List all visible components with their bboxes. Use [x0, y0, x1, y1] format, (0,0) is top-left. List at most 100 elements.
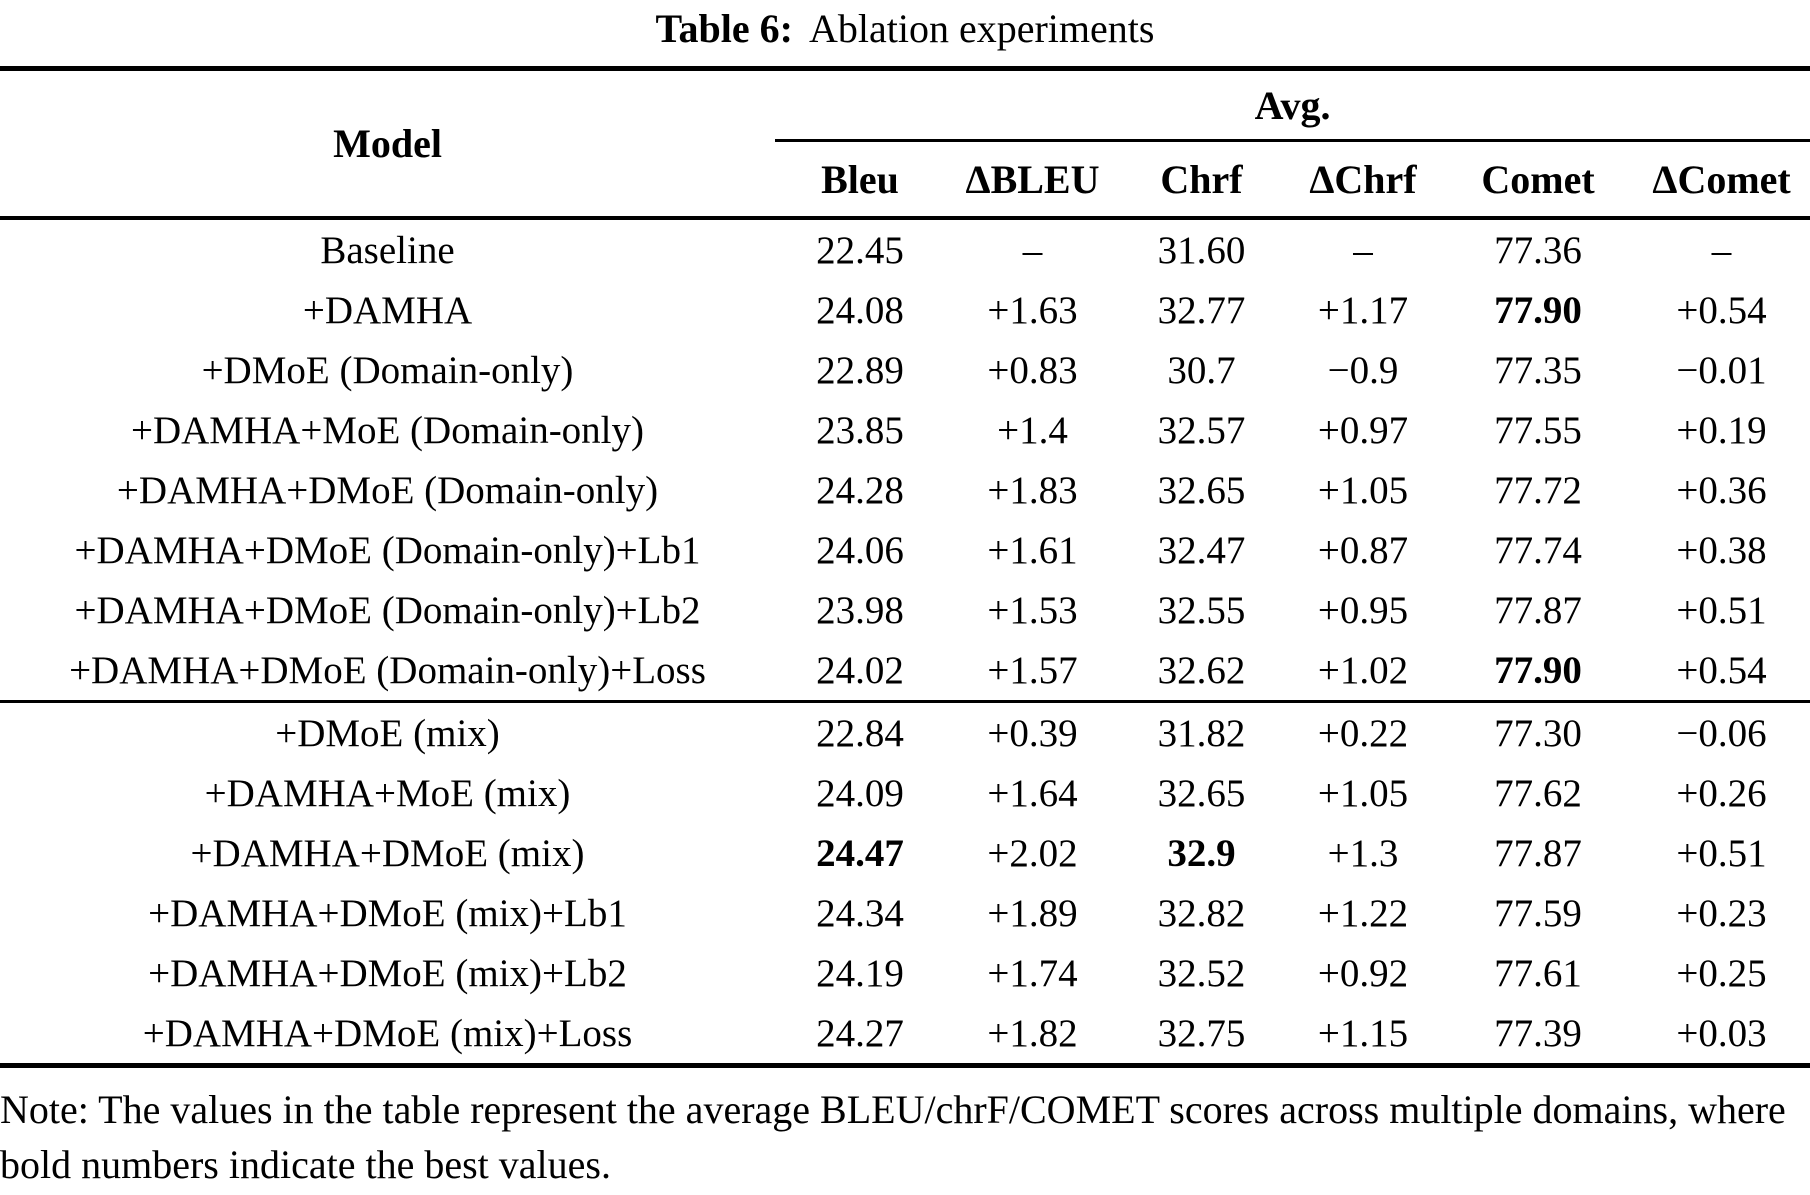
value-cell: +0.54 [1676, 288, 1767, 332]
value-cell: – [1353, 228, 1373, 272]
table-caption: Table 6: Ablation experiments [0, 0, 1810, 66]
table-row: +DAMHA 24.08 +1.63 32.77 +1.17 77.90 +0.54 [0, 280, 1810, 340]
value-cell: 32.57 [1157, 408, 1246, 452]
value-cell: +0.51 [1676, 588, 1767, 632]
value-cell: 22.89 [816, 348, 904, 392]
value-cell: – [1711, 228, 1732, 272]
value-cell: +0.39 [987, 711, 1078, 755]
table-row: +DAMHA+MoE (mix) 24.09 +1.64 32.65 +1.05 77.6… [0, 763, 1810, 823]
column-header-row: Bleu ΔBLEU Chrf ΔChrf Comet ΔComet [0, 140, 1810, 220]
value-cell: −0.06 [1676, 711, 1767, 755]
value-cell: 24.28 [816, 468, 904, 512]
value-cell: 77.35 [1494, 348, 1582, 392]
value-cell: −0.9 [1327, 348, 1399, 392]
model-name-cell: +DAMHA+MoE (mix) [204, 771, 571, 815]
model-name-cell: +DAMHA+DMoE (Domain-only) [116, 468, 659, 512]
value-cell: 24.06 [816, 528, 904, 572]
value-cell: +0.87 [1317, 528, 1409, 572]
table-row: +DAMHA+MoE (Domain-only) 23.85 +1.4 32.57 +0… [0, 400, 1810, 460]
value-cell: +0.83 [987, 348, 1078, 392]
value-cell: 32.55 [1157, 588, 1246, 632]
value-cell: +0.95 [1317, 588, 1409, 632]
value-cell: 77.39 [1494, 1011, 1582, 1055]
value-cell: 24.09 [816, 771, 904, 815]
model-name-cell: +DAMHA+DMoE (mix)+Loss [142, 1011, 633, 1055]
model-name-cell: +DAMHA+DMoE (Domain-only)+Lb1 [74, 528, 701, 572]
table-row: +DAMHA+DMoE (Domain-only) 24.28 +1.83 32.65… [0, 460, 1810, 520]
value-cell: +0.25 [1676, 951, 1767, 995]
value-cell: +0.51 [1676, 831, 1767, 875]
value-cell: +1.15 [1317, 1011, 1409, 1055]
model-column-header: Model [0, 68, 775, 220]
ablation-table: Model Avg. Bleu ΔBLEU Chrf ΔChrf Comet ΔComet… [0, 66, 1810, 1068]
value-cell: 32.65 [1157, 468, 1246, 512]
value-cell: +0.54 [1633, 640, 1810, 703]
value-cell: +0.19 [1676, 408, 1767, 452]
table-row: +DAMHA+DMoE (Domain-only)+Lb1 24.06 +1.61 3… [0, 520, 1810, 580]
value-cell: 77.62 [1494, 771, 1582, 815]
value-cell: +1.4 [997, 408, 1068, 452]
value-cell: 77.87 [1494, 588, 1582, 632]
value-cell: 77.90 [1494, 288, 1582, 332]
value-cell: +1.22 [1317, 891, 1409, 935]
value-cell: 32.52 [1157, 951, 1246, 995]
value-cell: +1.63 [987, 288, 1078, 332]
table-section-domain-only: Baseline 22.45 – 31.60 – 77.36 – +DAMHA 24.08 +1.… [0, 218, 1810, 703]
group-header-row: Model Avg. [0, 68, 1810, 220]
value-cell: 30.7 [1167, 348, 1236, 392]
value-cell: +1.82 [987, 1011, 1078, 1055]
column-header-3: ΔChrf [1283, 140, 1443, 220]
value-cell: +1.83 [987, 468, 1078, 512]
value-cell: 32.62 [1120, 640, 1283, 703]
value-cell: +1.3 [1327, 831, 1399, 875]
value-cell: +1.61 [987, 528, 1078, 572]
caption-label: Table 6: [655, 6, 793, 51]
avg-group-header: Avg. [775, 68, 1810, 142]
value-cell: 32.47 [1157, 528, 1246, 572]
value-cell: −0.01 [1676, 348, 1767, 392]
table-section-mix: +DMoE (mix) 22.84 +0.39 31.82 +0.22 77.30 −0.0… [0, 702, 1810, 1066]
value-cell: 32.9 [1167, 831, 1236, 875]
value-cell: 77.36 [1494, 228, 1582, 272]
value-cell: 31.60 [1157, 228, 1246, 272]
value-cell: 24.27 [816, 1011, 904, 1055]
value-cell: 77.74 [1494, 528, 1582, 572]
caption-text: Ablation experiments [808, 6, 1155, 51]
value-cell: +1.02 [1283, 640, 1443, 703]
model-name-cell: +DAMHA+DMoE (Domain-only)+Loss [0, 640, 775, 703]
value-cell: 77.30 [1494, 711, 1582, 755]
model-name-cell: +DAMHA+DMoE (mix)+Lb2 [148, 951, 627, 995]
value-cell: +1.53 [987, 588, 1078, 632]
model-name-cell: +DMoE (Domain-only) [201, 348, 574, 392]
table-row: +DMoE (mix) 22.84 +0.39 31.82 +0.22 77.30 −0.0… [0, 702, 1810, 764]
value-cell: 24.47 [816, 831, 904, 875]
model-name-cell: +DAMHA [302, 288, 473, 332]
model-name-cell: +DAMHA+MoE (Domain-only) [130, 408, 645, 452]
value-cell: +1.89 [987, 891, 1078, 935]
column-header-5: ΔComet [1633, 140, 1810, 220]
value-cell: +0.97 [1317, 408, 1409, 452]
value-cell: 24.34 [816, 891, 904, 935]
value-cell: – [1022, 228, 1043, 272]
value-cell: +1.05 [1317, 468, 1409, 512]
value-cell: 31.82 [1157, 711, 1246, 755]
value-cell: +0.23 [1676, 891, 1767, 935]
value-cell: +2.02 [987, 831, 1078, 875]
value-cell: +1.74 [987, 951, 1078, 995]
value-cell: 77.55 [1494, 408, 1582, 452]
value-cell: +1.17 [1317, 288, 1409, 332]
value-cell: 77.59 [1494, 891, 1582, 935]
value-cell: +1.64 [987, 771, 1078, 815]
value-cell: 22.45 [816, 228, 904, 272]
column-header-2: Chrf [1120, 140, 1283, 220]
table-row: +DMoE (Domain-only) 22.89 +0.83 30.7 −0.9 77.… [0, 340, 1810, 400]
value-cell: 23.85 [816, 408, 904, 452]
value-cell: 32.75 [1157, 1011, 1246, 1055]
value-cell: 22.84 [816, 711, 904, 755]
table-row: +DAMHA+DMoE (Domain-only)+Loss 24.02 +1.57… [0, 640, 1810, 703]
table-row: +DAMHA+DMoE (mix)+Lb1 24.34 +1.89 32.82 +1.2… [0, 883, 1810, 943]
value-cell: 24.02 [775, 640, 945, 703]
value-cell: +0.38 [1676, 528, 1767, 572]
value-cell: 32.65 [1157, 771, 1246, 815]
